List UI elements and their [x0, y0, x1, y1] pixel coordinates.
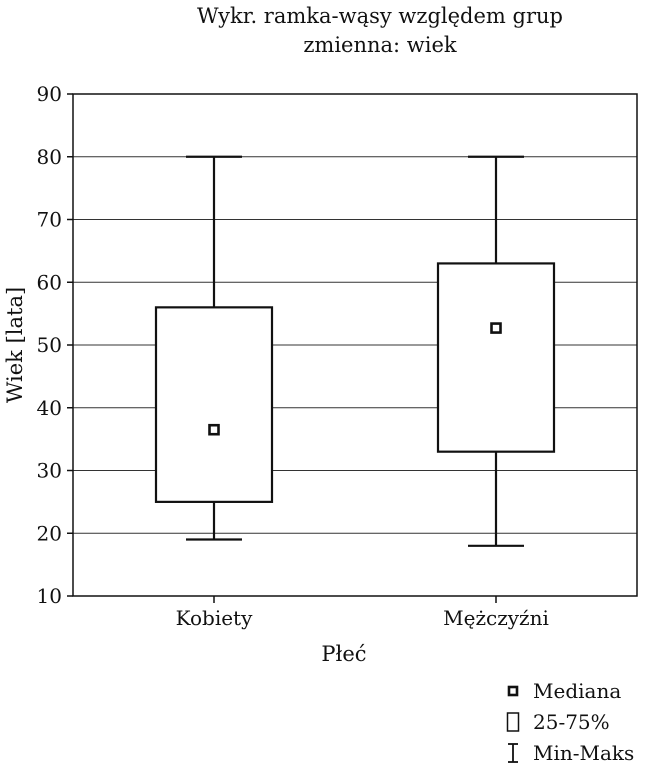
legend-median-icon: [507, 685, 519, 697]
plot-area-frame: [72, 93, 638, 597]
chart-title: Wykr. ramka-wąsy względem grup: [197, 4, 563, 28]
legend-label: Mediana: [533, 679, 621, 703]
y-axis-ticks: 10 20 30 40 50 60 70 80 90: [37, 82, 73, 608]
x-axis-label: Płeć: [321, 642, 366, 666]
y-tick-label: 50: [37, 333, 62, 357]
x-tick-label: Kobiety: [176, 606, 254, 630]
x-axis-ticks: Kobiety Mężczyźni: [176, 596, 549, 630]
boxes-group: [154, 155, 556, 547]
y-tick-label: 20: [37, 521, 62, 545]
y-tick-label: 60: [37, 270, 62, 294]
y-tick-label: 10: [37, 584, 62, 608]
y-tick-label: 40: [37, 396, 62, 420]
legend-label: Min-Maks: [533, 741, 634, 765]
series-1-iqr-box: [436, 262, 556, 453]
series-1-median-marker: [490, 322, 502, 334]
y-tick-label: 70: [37, 208, 62, 232]
y-tick-label: 90: [37, 82, 62, 106]
legend-whisker-icon: [508, 743, 518, 763]
x-tick-label: Mężczyźni: [443, 606, 549, 630]
legend: Mediana 25-75% Min-Maks: [506, 679, 634, 765]
y-axis-label: Wiek [lata]: [3, 287, 27, 403]
series-0-iqr-box: [154, 306, 274, 503]
y-tick-label: 80: [37, 145, 62, 169]
legend-box-icon: [506, 712, 520, 732]
y-tick-label: 30: [37, 459, 62, 483]
chart-subtitle: zmienna: wiek: [303, 33, 457, 57]
series-0-median-marker: [208, 423, 220, 436]
legend-label: 25-75%: [533, 710, 610, 734]
